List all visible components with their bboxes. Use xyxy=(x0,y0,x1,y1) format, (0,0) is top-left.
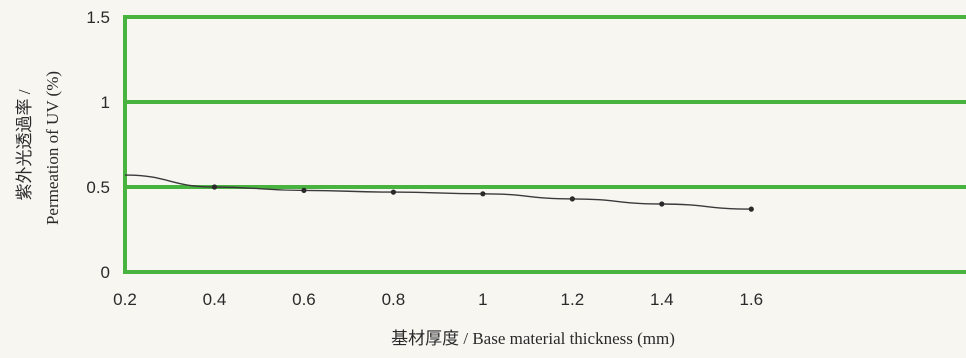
y-tick-labels: 0 0.5 1 1.5 xyxy=(86,8,110,282)
x-tick-label: 0.2 xyxy=(113,290,137,309)
series-line xyxy=(124,174,752,210)
y-tick-label: 1 xyxy=(101,93,110,112)
x-tick-labels: 0.2 0.4 0.6 0.8 1 1.2 1.4 1.6 xyxy=(113,290,763,309)
x-tick-label: 1.2 xyxy=(561,290,585,309)
data-point xyxy=(569,196,575,202)
x-tick-label: 1.4 xyxy=(650,290,674,309)
data-point xyxy=(211,184,218,190)
x-tick-label: 0.4 xyxy=(203,290,227,309)
x-axis-title: 基材厚度 / Base material thickness (mm) xyxy=(391,329,675,348)
grid-layer xyxy=(123,15,966,274)
data-point xyxy=(748,206,754,212)
y-tick-label: 0 xyxy=(101,263,110,282)
y-axis-title-english: Permeation of UV (%) xyxy=(43,71,62,225)
x-tick-label: 0.6 xyxy=(292,290,316,309)
series-layer xyxy=(124,174,754,212)
data-point xyxy=(480,191,486,197)
y-axis-title-chinese: 紫外光透過率 / xyxy=(15,89,34,200)
data-point xyxy=(390,189,397,195)
x-tick-label: 1.6 xyxy=(739,290,763,309)
data-point xyxy=(301,187,307,193)
x-tick-label: 0.8 xyxy=(382,290,406,309)
x-tick-label: 1 xyxy=(478,290,487,309)
y-tick-label: 1.5 xyxy=(86,8,110,27)
y-tick-label: 0.5 xyxy=(86,178,110,197)
data-point xyxy=(659,201,665,207)
